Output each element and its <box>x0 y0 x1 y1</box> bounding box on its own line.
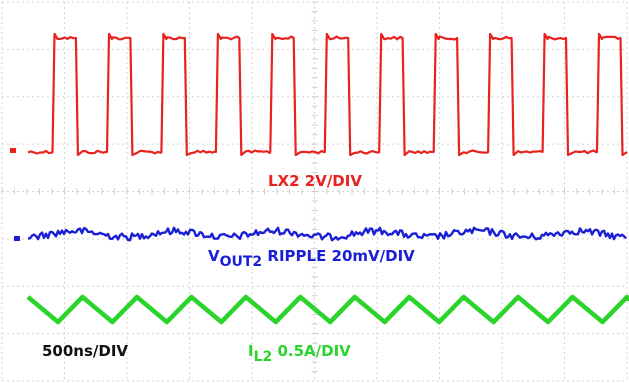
vout2-ground-marker <box>14 236 20 241</box>
timebase-label: 500ns/DIV <box>42 342 129 360</box>
vout2-ripple-trace <box>27 226 627 242</box>
lx2-label: LX2 2V/DIV <box>268 172 362 190</box>
il2-trace <box>26 294 629 325</box>
lx2-trace <box>27 32 628 157</box>
waveform-traces <box>10 32 629 325</box>
vout2-ripple-label: VOUT2 RIPPLE 20mV/DIV <box>208 247 415 270</box>
lx2-ground-marker <box>10 148 16 153</box>
il2-label: IL2 0.5A/DIV <box>248 342 351 365</box>
